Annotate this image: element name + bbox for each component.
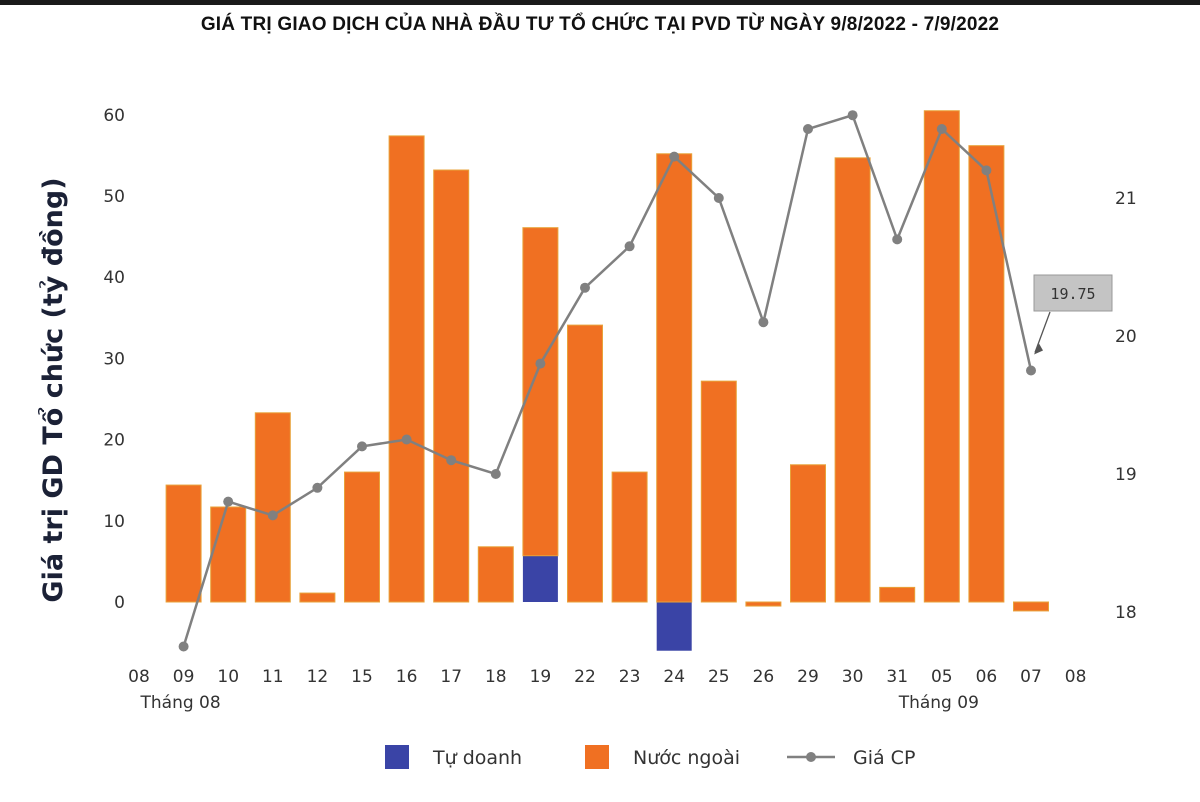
x-tick-26: 26 bbox=[753, 667, 775, 687]
bar-nước-ngoài-05 bbox=[923, 110, 960, 603]
x-tick-05: 05 bbox=[931, 667, 953, 687]
y2-tick-18: 18 bbox=[1115, 603, 1137, 623]
legend-swatch bbox=[585, 745, 609, 769]
bar-nước-ngoài-06 bbox=[968, 145, 1005, 603]
legend-label: Giá CP bbox=[853, 747, 915, 769]
price-point-06 bbox=[981, 165, 992, 176]
bar-nước-ngoài-07 bbox=[1013, 601, 1049, 612]
top-rule bbox=[0, 0, 1200, 5]
x-tick-12: 12 bbox=[307, 667, 329, 687]
y-tick-60: 60 bbox=[103, 106, 125, 126]
month-label: Tháng 08 bbox=[140, 693, 221, 713]
bar-nước-ngoài-16 bbox=[388, 135, 425, 603]
price-point-18 bbox=[490, 469, 501, 479]
x-tick-23: 23 bbox=[619, 667, 641, 687]
annotation-arrowhead bbox=[1034, 343, 1043, 355]
y-tick-30: 30 bbox=[103, 349, 125, 369]
price-point-31 bbox=[892, 234, 903, 245]
legend-label: Tự doanh bbox=[432, 747, 522, 769]
price-point-25 bbox=[713, 193, 724, 203]
price-point-19 bbox=[535, 358, 546, 369]
y-axis-label: Giá trị GD Tổ chức (tỷ đồng) bbox=[36, 177, 69, 602]
bar-tự-doanh-24 bbox=[656, 602, 692, 651]
bar-nước-ngoài-26 bbox=[745, 601, 782, 607]
bar-nước-ngoài-24 bbox=[656, 153, 693, 603]
legend-swatch bbox=[385, 745, 409, 769]
chart-title: GIÁ TRỊ GIAO DỊCH CỦA NHÀ ĐẦU TƯ TỔ CHỨC… bbox=[200, 14, 1000, 35]
x-tick-08: 08 bbox=[128, 667, 150, 687]
price-line bbox=[182, 113, 1033, 647]
x-tick-06: 06 bbox=[976, 667, 998, 687]
x-tick-19: 19 bbox=[530, 667, 552, 687]
price-point-30 bbox=[847, 110, 858, 121]
month-label: Tháng 09 bbox=[898, 693, 979, 713]
bar-nước-ngoài-09 bbox=[165, 484, 202, 603]
price-point-16 bbox=[401, 434, 412, 445]
price-point-12 bbox=[312, 482, 323, 493]
x-tick-31: 31 bbox=[886, 667, 908, 687]
x-tick-15: 15 bbox=[351, 667, 373, 687]
bar-tự-doanh-19 bbox=[522, 555, 558, 602]
y2-tick-19: 19 bbox=[1115, 465, 1137, 485]
price-point-24 bbox=[669, 151, 680, 162]
x-tick-17: 17 bbox=[440, 667, 462, 687]
bar-nước-ngoài-10 bbox=[210, 506, 247, 603]
y2-tick-20: 20 bbox=[1115, 327, 1137, 347]
x-tick-16: 16 bbox=[396, 667, 418, 687]
bar-nước-ngoài-30 bbox=[834, 157, 871, 603]
x-tick-25: 25 bbox=[708, 667, 730, 687]
x-tick-09: 09 bbox=[173, 667, 195, 687]
price-point-15 bbox=[357, 441, 367, 452]
price-point-22 bbox=[580, 282, 590, 293]
x-tick-11: 11 bbox=[262, 667, 284, 687]
price-point-11 bbox=[267, 510, 278, 521]
x-tick-29: 29 bbox=[797, 667, 819, 687]
price-point-09 bbox=[178, 641, 189, 652]
x-tick-08: 08 bbox=[1065, 667, 1087, 687]
bar-nước-ngoài-22 bbox=[567, 324, 603, 603]
x-tick-30: 30 bbox=[842, 667, 864, 687]
price-point-10 bbox=[223, 496, 234, 507]
annotation-text: 19.75 bbox=[1050, 285, 1095, 303]
bar-nước-ngoài-12 bbox=[299, 592, 336, 603]
price-point-29 bbox=[803, 124, 813, 134]
bar-nước-ngoài-31 bbox=[879, 586, 916, 603]
x-tick-24: 24 bbox=[663, 667, 685, 687]
price-point-07 bbox=[1026, 365, 1036, 376]
y-tick-10: 10 bbox=[103, 512, 125, 532]
y2-tick-21: 21 bbox=[1115, 189, 1137, 209]
y-tick-40: 40 bbox=[103, 268, 125, 288]
price-point-05 bbox=[936, 124, 947, 134]
legend-marker bbox=[806, 752, 816, 762]
bar-nước-ngoài-25 bbox=[700, 380, 737, 603]
x-tick-10: 10 bbox=[217, 667, 239, 687]
bar-nước-ngoài-29 bbox=[790, 464, 826, 603]
bar-nước-ngoài-18 bbox=[477, 546, 514, 603]
price-point-23 bbox=[624, 241, 635, 252]
price-point-26 bbox=[758, 317, 769, 328]
x-tick-07: 07 bbox=[1020, 667, 1042, 687]
y-tick-50: 50 bbox=[103, 187, 125, 207]
annotation-arrow bbox=[1034, 311, 1051, 353]
legend-label: Nước ngoài bbox=[633, 747, 740, 769]
bar-nước-ngoài-23 bbox=[611, 471, 648, 603]
annotation-box bbox=[1033, 274, 1113, 312]
x-tick-18: 18 bbox=[485, 667, 507, 687]
bar-nước-ngoài-15 bbox=[344, 471, 380, 603]
price-point-17 bbox=[446, 455, 457, 466]
y-tick-20: 20 bbox=[103, 431, 125, 451]
x-tick-22: 22 bbox=[574, 667, 596, 687]
y-tick-0: 0 bbox=[114, 593, 125, 613]
bar-nước-ngoài-17 bbox=[433, 169, 470, 603]
